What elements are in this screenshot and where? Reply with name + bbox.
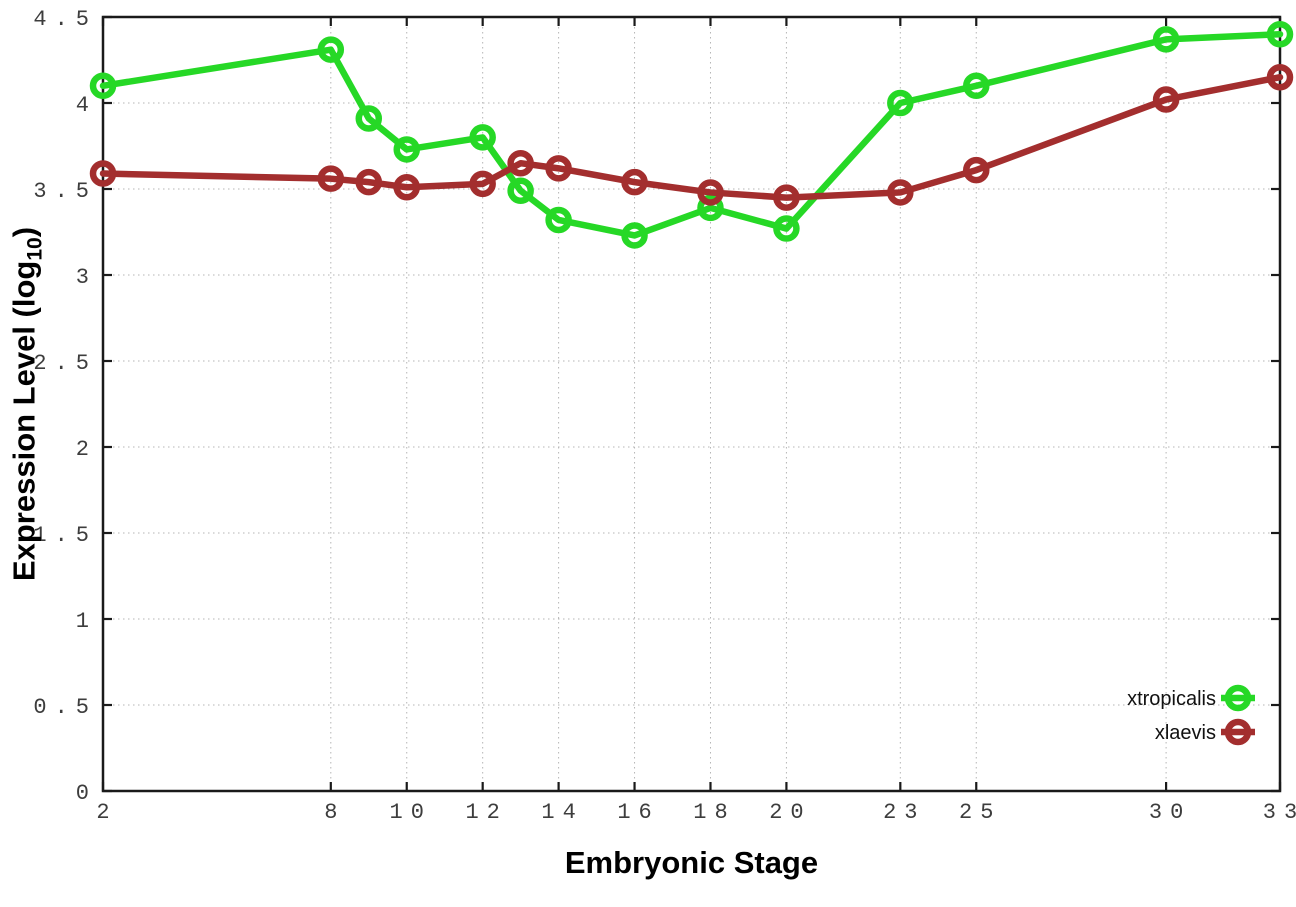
y-axis-title-suffix: )	[6, 226, 42, 238]
y-tick-label-0.5: 0.5	[33, 695, 97, 720]
y-tick-label-1: 1	[76, 609, 97, 634]
data-point-xtropicalis-stage-8	[317, 36, 345, 63]
x-tick-label-10: 10	[390, 800, 432, 825]
legend-label-xlaevis: xlaevis	[1155, 722, 1216, 744]
data-point-xtropicalis-stage-30	[1152, 26, 1180, 53]
data-point-xlaevis-stage-16	[621, 168, 648, 196]
data-point-xlaevis-stage-25	[963, 156, 990, 184]
data-point-xlaevis-stage-12	[469, 170, 496, 198]
data-point-xtropicalis-stage-16	[621, 222, 648, 249]
data-point-xtropicalis-stage-13	[507, 177, 534, 204]
data-point-xlaevis-stage-10	[393, 174, 420, 201]
series-line-xtropicalis	[99, 30, 1284, 239]
legend-marker-xtropicalis	[1224, 684, 1252, 712]
data-point-xlaevis-stage-23	[887, 179, 914, 206]
data-point-xtropicalis-stage-14	[545, 206, 572, 234]
data-point-xlaevis-stage-20	[773, 184, 800, 211]
y-tick-label-4.5: 4.5	[33, 7, 97, 32]
y-tick-label-0: 0	[76, 781, 97, 806]
x-tick-label-18: 18	[693, 800, 735, 825]
y-axis-title-subscript: 10	[23, 237, 47, 261]
y-tick-label-4: 4	[76, 93, 97, 118]
legend-label-xtropicalis: xtropicalis	[1127, 688, 1216, 710]
data-point-xlaevis-stage-18	[697, 179, 724, 206]
data-point-xlaevis-stage-13	[507, 149, 534, 177]
y-tick-label-2.5: 2.5	[33, 351, 97, 376]
data-point-xtropicalis-stage-2	[89, 72, 117, 100]
data-point-xlaevis-stage-9	[355, 168, 383, 196]
data-point-xtropicalis-stage-10	[393, 136, 420, 163]
data-point-xtropicalis-stage-12	[469, 124, 496, 151]
data-point-xtropicalis-stage-33	[1266, 20, 1294, 48]
data-point-xlaevis-stage-8	[317, 165, 345, 192]
data-point-xlaevis-stage-2	[89, 160, 117, 187]
plot-border	[101, 15, 1282, 793]
y-tick-label-2: 2	[76, 437, 97, 462]
data-point-xlaevis-stage-30	[1152, 86, 1180, 113]
data-point-xlaevis-stage-33	[1266, 63, 1294, 91]
data-point-xtropicalis-stage-18	[697, 194, 724, 222]
data-point-xlaevis-stage-14	[545, 155, 572, 182]
y-tick-label-3.5: 3.5	[33, 179, 97, 204]
y-tick-label-1.5: 1.5	[33, 523, 97, 548]
data-point-xtropicalis-stage-23	[887, 89, 914, 117]
series-line-xlaevis	[99, 73, 1284, 201]
data-point-xtropicalis-stage-9	[355, 105, 383, 132]
x-tick-label-30: 30	[1149, 800, 1191, 825]
x-tick-label-8: 8	[324, 800, 345, 825]
legend: xtropicalis xlaevis	[1127, 684, 1255, 746]
y-axis-title: Expression Level (log10)	[7, 227, 48, 581]
data-point-xtropicalis-stage-25	[963, 72, 990, 100]
x-tick-label-25: 25	[959, 800, 1001, 825]
x-tick-label-20: 20	[769, 800, 811, 825]
y-tick-label-3: 3	[76, 265, 97, 290]
legend-marker-xlaevis	[1224, 718, 1252, 746]
x-tick-label-16: 16	[617, 800, 659, 825]
x-axis-title: Embryonic Stage	[564, 845, 819, 880]
x-tick-label-23: 23	[883, 800, 925, 825]
x-tick-label-33: 33	[1263, 800, 1296, 825]
x-tick-label-12: 12	[465, 800, 507, 825]
x-tick-label-2: 2	[96, 800, 117, 825]
y-axis-title-text: Expression Level (log	[6, 260, 42, 582]
x-tick-label-14: 14	[541, 800, 583, 825]
data-point-xtropicalis-stage-20	[773, 215, 800, 242]
